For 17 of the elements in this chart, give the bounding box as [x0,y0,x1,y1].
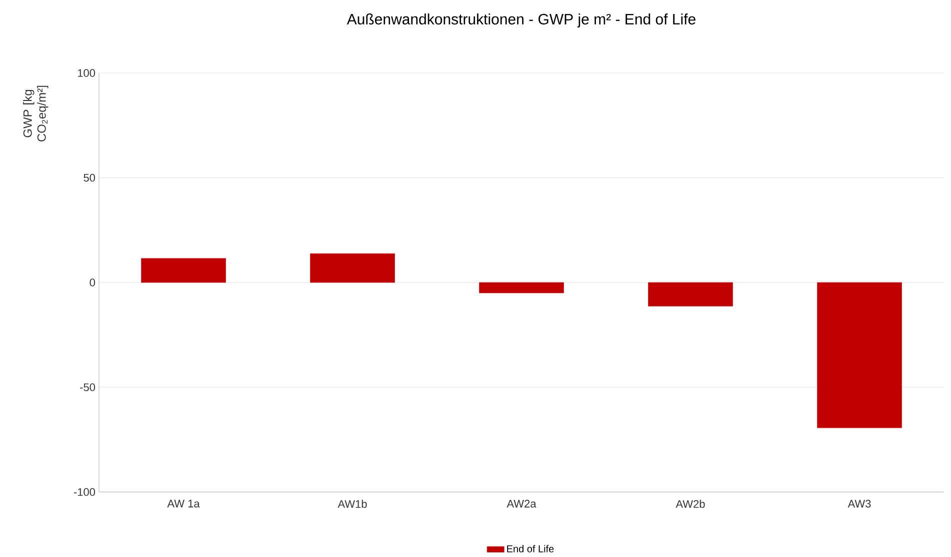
x-tick-label: AW2a [506,500,536,508]
x-tick-label: AW3 [848,500,871,508]
bar [648,282,733,306]
chart-title: Außenwandkonstruktionen - GWP je m² - End of Life [346,13,696,28]
y-tick-label: -50 [80,383,96,392]
y-tick-label: 100 [78,69,96,77]
bar [141,258,226,283]
legend-label: End of Life [507,545,554,552]
y-tick-label: 50 [84,174,96,182]
bar [310,253,395,283]
x-tick-label: AW1b [338,500,367,508]
bar [479,282,564,294]
bar [817,282,902,428]
y-tick-label: 0 [90,278,96,286]
x-tick-label: AW2b [676,500,705,508]
y-tick-label: -100 [74,488,96,496]
x-tick-label: AW 1a [167,500,200,508]
